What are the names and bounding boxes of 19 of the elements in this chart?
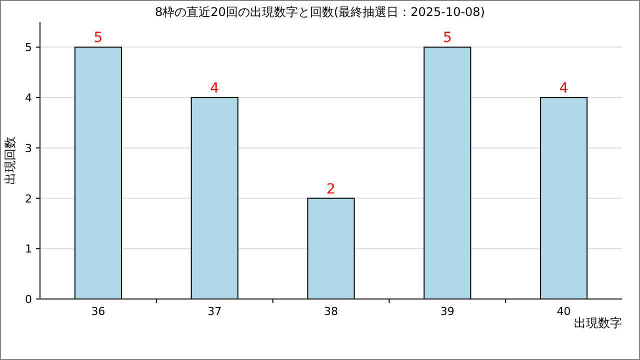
y-tick-label: 1 — [25, 242, 32, 256]
y-tick-label: 3 — [25, 142, 32, 155]
x-axis-title: 出現数字 — [574, 316, 622, 330]
chart-title: 8枠の直近20回の出現数字と回数(最終抽選日：2025-10-08) — [154, 5, 486, 19]
data-label: 5 — [442, 30, 452, 46]
x-tick-label: 37 — [208, 305, 222, 318]
y-tick-label: 5 — [25, 41, 32, 54]
y-tick-label: 2 — [25, 192, 32, 206]
data-label: 2 — [326, 181, 336, 198]
y-tick-label: 0 — [25, 293, 32, 306]
x-tick-label: 38 — [324, 305, 338, 318]
y-axis-title: 出現回数 — [3, 136, 17, 184]
x-tick-label: 40 — [556, 305, 571, 318]
data-label: 4 — [210, 80, 220, 97]
y-tick-label: 4 — [25, 92, 32, 105]
x-tick-label: 36 — [91, 305, 106, 318]
x-tick-label: 39 — [440, 305, 454, 318]
data-label: 4 — [559, 80, 568, 97]
data-label: 5 — [94, 30, 103, 46]
